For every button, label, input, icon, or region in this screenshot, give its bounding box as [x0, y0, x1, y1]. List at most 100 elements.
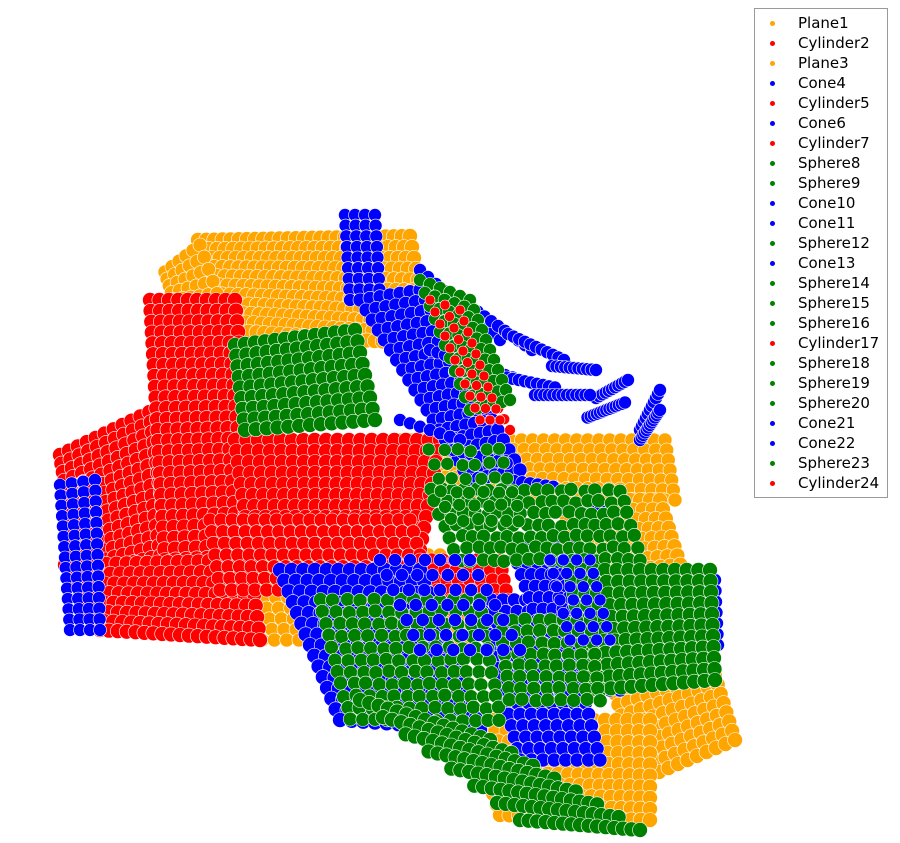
- data-point: [454, 304, 466, 316]
- data-point: [252, 632, 268, 648]
- data-point: [561, 504, 577, 520]
- data-point: [499, 514, 514, 528]
- legend-item: Sphere9: [755, 174, 887, 194]
- legend-label: Plane1: [798, 14, 849, 32]
- legend-marker: [770, 361, 775, 366]
- data-point: [583, 388, 597, 402]
- data-point: [491, 712, 507, 728]
- legend-marker: [770, 261, 775, 266]
- data-point: [408, 598, 423, 612]
- data-point: [205, 274, 221, 289]
- legend-item: Plane3: [755, 54, 887, 74]
- data-point: [373, 553, 387, 567]
- data-point: [484, 513, 499, 528]
- data-point: [334, 629, 350, 644]
- legend-marker: [770, 421, 775, 426]
- legend-label: Sphere14: [798, 274, 870, 292]
- data-point: [591, 493, 606, 508]
- data-point: [417, 583, 432, 597]
- data-point: [333, 675, 348, 691]
- data-point: [462, 357, 473, 368]
- legend-label: Cylinder7: [798, 134, 870, 152]
- data-point: [444, 511, 458, 526]
- data-point: [462, 326, 474, 338]
- data-point: [395, 568, 409, 582]
- data-point: [427, 700, 443, 715]
- data-point: [480, 613, 495, 627]
- legend-label: Sphere16: [798, 314, 870, 332]
- data-point: [496, 613, 511, 627]
- data-point: [482, 381, 494, 393]
- data-point: [473, 677, 489, 693]
- data-point: [350, 640, 366, 656]
- data-point: [472, 628, 486, 642]
- data-point: [472, 598, 487, 612]
- data-point: [437, 687, 453, 703]
- data-point: [455, 458, 470, 473]
- data-point: [474, 471, 489, 486]
- data-point: [444, 471, 459, 486]
- data-point: [540, 692, 555, 708]
- legend-marker: [770, 401, 775, 406]
- data-point: [451, 689, 467, 704]
- data-point: [492, 485, 506, 500]
- data-point: [347, 628, 363, 643]
- data-point: [425, 568, 440, 582]
- legend-marker: [770, 241, 775, 246]
- data-point: [444, 311, 455, 322]
- data-point: [431, 471, 446, 486]
- data-point: [490, 403, 502, 415]
- data-point: [482, 499, 497, 514]
- data-point: [397, 676, 413, 691]
- data-point: [479, 583, 494, 597]
- data-point: [471, 568, 486, 582]
- data-point: [461, 676, 476, 692]
- data-point: [556, 553, 570, 567]
- data-point: [467, 498, 482, 513]
- data-point: [618, 395, 632, 410]
- legend-label: Sphere15: [798, 294, 870, 312]
- legend-item: Cone4: [755, 74, 887, 94]
- legend-item: Cylinder5: [755, 94, 887, 114]
- legend-item: Cone22: [755, 434, 887, 454]
- legend-label: Cylinder2: [798, 34, 870, 52]
- legend-item: Cone13: [755, 254, 887, 274]
- legend-item: Sphere23: [755, 454, 887, 474]
- legend-marker: [770, 461, 775, 466]
- data-point: [429, 643, 444, 657]
- legend-marker: [770, 101, 775, 106]
- legend-item: Cylinder7: [755, 134, 887, 154]
- legend-label: Cone13: [798, 254, 856, 272]
- data-point: [410, 568, 425, 582]
- data-point: [642, 812, 658, 828]
- data-point: [488, 470, 502, 485]
- legend-label: Cone4: [798, 74, 846, 92]
- legend-item: Cone21: [755, 414, 887, 434]
- data-point: [484, 414, 496, 426]
- data-point: [583, 606, 597, 620]
- data-point: [340, 592, 355, 607]
- data-point: [727, 732, 743, 748]
- data-point: [479, 643, 494, 657]
- data-point: [590, 633, 604, 647]
- data-point: [471, 380, 482, 391]
- data-point: [590, 680, 606, 696]
- data-point: [471, 664, 487, 680]
- legend-marker: [770, 281, 775, 286]
- data-point: [446, 643, 461, 657]
- data-point: [570, 606, 584, 620]
- data-point: [438, 500, 452, 514]
- data-point: [600, 620, 614, 634]
- data-point: [440, 598, 455, 612]
- legend-label: Plane3: [798, 54, 849, 72]
- data-point: [480, 442, 494, 457]
- data-point: [379, 568, 394, 582]
- data-point: [433, 484, 448, 499]
- legend-marker: [770, 141, 775, 146]
- data-point: [576, 580, 590, 594]
- data-point: [456, 514, 471, 528]
- legend-marker: [770, 121, 775, 126]
- data-point: [462, 485, 476, 500]
- data-point: [422, 628, 437, 642]
